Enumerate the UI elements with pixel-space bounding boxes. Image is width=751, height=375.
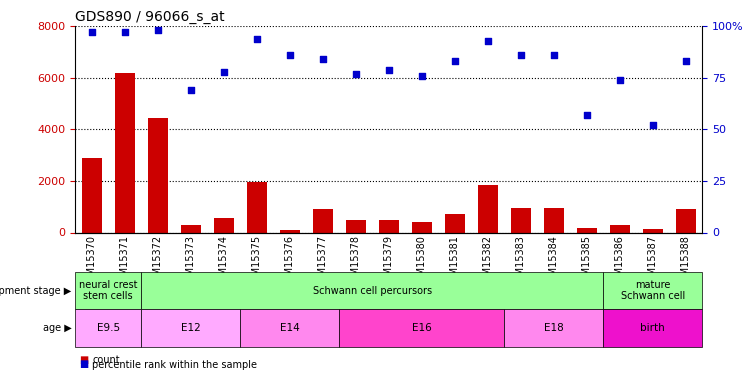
Text: percentile rank within the sample: percentile rank within the sample	[92, 360, 258, 369]
Bar	[148, 118, 167, 232]
Bar	[610, 225, 629, 232]
Bar	[577, 228, 596, 232]
Bar	[141, 309, 240, 347]
Bar	[115, 73, 134, 232]
Point	[581, 112, 593, 118]
Point	[251, 36, 263, 42]
Bar	[643, 230, 662, 232]
Point	[680, 58, 692, 64]
Text: GDS890 / 96066_s_at: GDS890 / 96066_s_at	[75, 10, 225, 24]
Text: ■: ■	[79, 360, 88, 369]
Bar	[379, 220, 399, 232]
Point	[317, 56, 329, 62]
Bar	[75, 272, 141, 309]
Point	[415, 73, 427, 79]
Point	[614, 77, 626, 83]
Bar	[603, 309, 702, 347]
Point	[547, 52, 559, 58]
Text: birth: birth	[641, 323, 665, 333]
Text: count: count	[92, 355, 120, 365]
Text: E12: E12	[181, 323, 201, 333]
Point	[152, 27, 164, 33]
Point	[383, 67, 395, 73]
Text: development stage ▶: development stage ▶	[0, 286, 71, 296]
Text: E18: E18	[544, 323, 563, 333]
Bar	[240, 309, 339, 347]
Bar	[511, 208, 530, 232]
Bar	[312, 209, 333, 232]
Bar	[478, 185, 498, 232]
Bar	[214, 218, 234, 232]
Text: E14: E14	[280, 323, 300, 333]
Text: neural crest
stem cells: neural crest stem cells	[79, 280, 137, 302]
Bar	[445, 214, 465, 232]
Point	[350, 70, 362, 77]
Point	[86, 30, 98, 36]
Bar	[504, 309, 603, 347]
Text: E9.5: E9.5	[97, 323, 119, 333]
Point	[284, 52, 296, 58]
Bar	[345, 220, 366, 232]
Text: Schwann cell percursors: Schwann cell percursors	[312, 286, 432, 296]
Point	[448, 58, 460, 64]
Text: E16: E16	[412, 323, 432, 333]
Point	[218, 69, 230, 75]
Bar	[181, 225, 201, 232]
Bar	[544, 208, 563, 232]
Point	[514, 52, 526, 58]
Text: mature
Schwann cell: mature Schwann cell	[620, 280, 685, 302]
Bar	[141, 272, 603, 309]
Bar	[339, 309, 504, 347]
Bar	[603, 272, 702, 309]
Point	[481, 38, 493, 44]
Bar	[75, 309, 141, 347]
Bar	[247, 182, 267, 232]
Bar	[279, 230, 300, 232]
Text: age ▶: age ▶	[43, 323, 71, 333]
Text: ■: ■	[79, 355, 88, 365]
Bar	[676, 209, 695, 232]
Bar	[82, 158, 101, 232]
Bar	[412, 222, 432, 232]
Point	[119, 30, 131, 36]
Point	[185, 87, 197, 93]
Point	[647, 122, 659, 128]
